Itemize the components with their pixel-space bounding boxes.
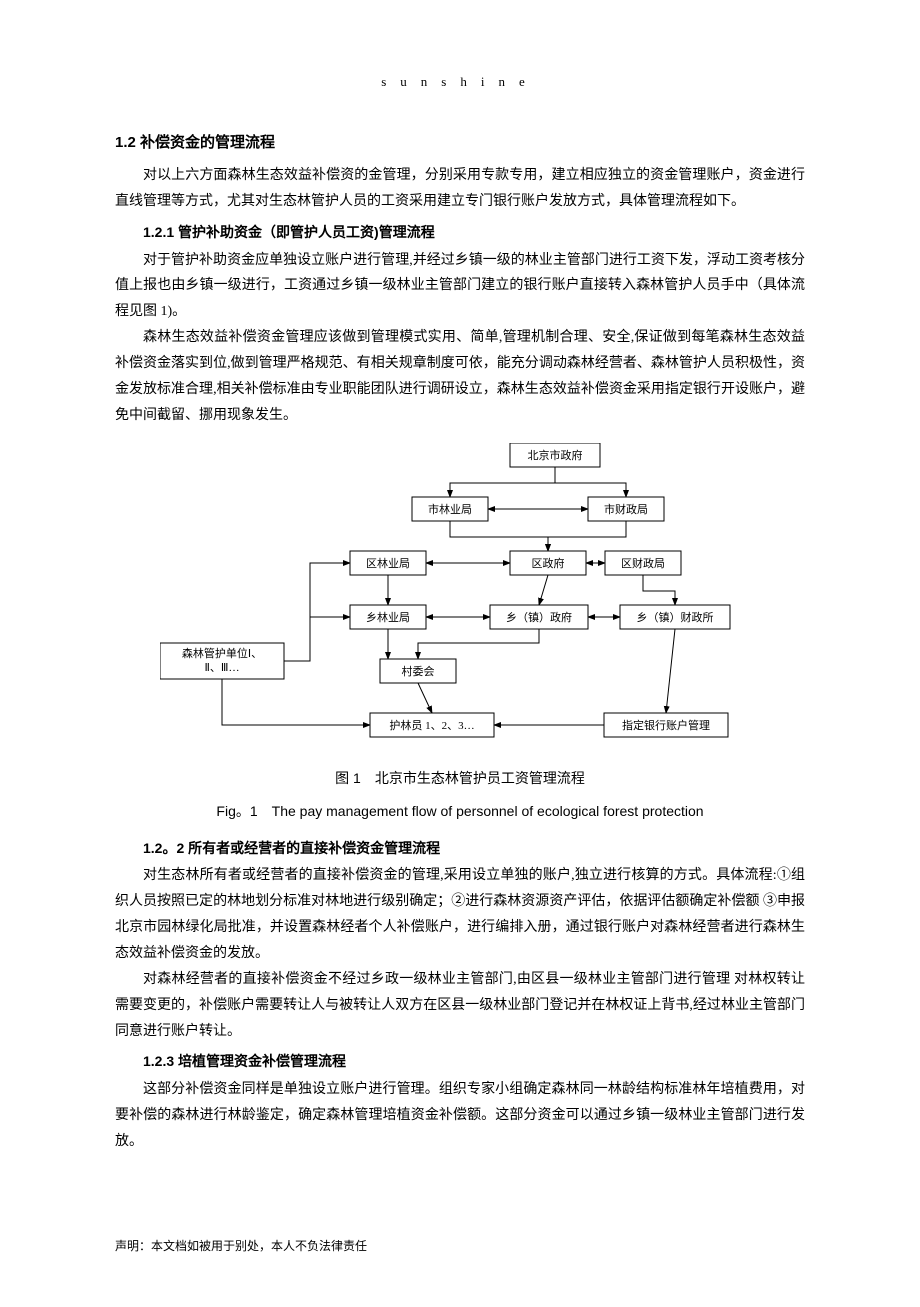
svg-text:乡（镇）政府: 乡（镇）政府: [506, 610, 572, 624]
svg-text:区林业局: 区林业局: [366, 556, 410, 570]
figure-1-caption-cn: 图 1 北京市生态林管护员工资管理流程: [115, 765, 805, 792]
svg-text:乡林业局: 乡林业局: [366, 610, 410, 624]
svg-text:村委会: 村委会: [402, 664, 435, 678]
svg-text:森林管护单位Ⅰ、: 森林管护单位Ⅰ、: [182, 646, 262, 660]
para-1-2-1-b: 森林生态效益补偿资金管理应该做到管理模式实用、简单,管理机制合理、安全,保证做到…: [115, 325, 805, 429]
heading-1-2-1: 1.2.1 管护补助资金（即管护人员工资)管理流程: [115, 219, 805, 246]
heading-1-2-3: 1.2.3 培植管理资金补偿管理流程: [115, 1048, 805, 1075]
heading-1-2: 1.2 补偿资金的管理流程: [115, 129, 805, 158]
svg-text:北京市政府: 北京市政府: [528, 448, 583, 462]
header-watermark: sunshine: [115, 70, 805, 95]
para-1-2-1-a: 对于管护补助资金应单独设立账户进行管理,并经过乡镇一级的林业主管部门进行工资下发…: [115, 248, 805, 326]
figure-1-caption-en: Fig。1 The pay management flow of personn…: [115, 798, 805, 825]
para-1-2-intro: 对以上六方面森林生态效益补偿资的金管理，分别采用专款专用，建立相应独立的资金管理…: [115, 163, 805, 215]
svg-text:乡（镇）财政所: 乡（镇）财政所: [637, 610, 714, 624]
svg-text:区财政局: 区财政局: [621, 556, 665, 570]
svg-text:市财政局: 市财政局: [604, 502, 648, 516]
svg-text:护林员 1、2、3…: 护林员 1、2、3…: [389, 718, 474, 732]
svg-text:市林业局: 市林业局: [428, 502, 472, 516]
svg-text:区政府: 区政府: [532, 556, 565, 570]
footer-disclaimer: 声明：本文档如被用于别处，本人不负法律责任: [115, 1235, 805, 1258]
svg-text:Ⅱ、Ⅲ…: Ⅱ、Ⅲ…: [205, 662, 240, 674]
para-1-2-3-a: 这部分补偿资金同样是单独设立账户进行管理。组织专家小组确定森林同一林龄结构标准林…: [115, 1077, 805, 1155]
flowchart-figure-1: 北京市政府市林业局 市财政局区林业局 区政府 区财政局乡林业局 乡（镇）政府 乡（镇）财政…: [160, 443, 760, 754]
para-1-2-2-a: 对生态林所有者或经营者的直接补偿资金的管理,采用设立单独的账户,独立进行核算的方…: [115, 863, 805, 967]
heading-1-2-2: 1.2。2 所有者或经营者的直接补偿资金管理流程: [115, 835, 805, 862]
svg-text:指定银行账户管理: 指定银行账户管理: [622, 718, 710, 732]
para-1-2-2-b: 对森林经营者的直接补偿资金不经过乡政一级林业主管部门,由区县一级林业主管部门进行…: [115, 967, 805, 1045]
flowchart-svg: 北京市政府市林业局 市财政局区林业局 区政府 区财政局乡林业局 乡（镇）政府 乡（镇）财政…: [160, 443, 760, 743]
